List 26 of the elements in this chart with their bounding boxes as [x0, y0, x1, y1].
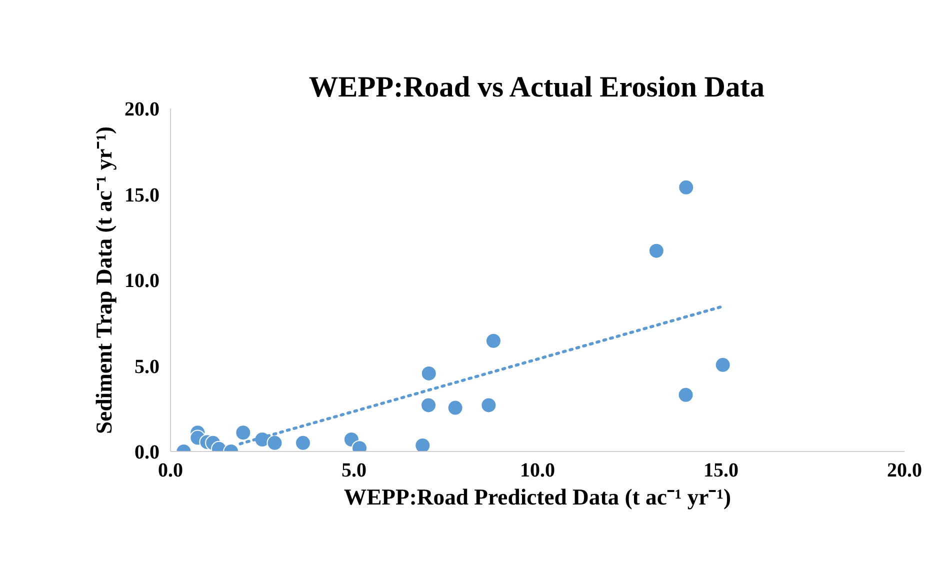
x-tick-label: 15.0: [704, 460, 738, 482]
y-axis-title: Sediment Trap Data (t ac⁻¹ yr⁻¹): [92, 126, 116, 434]
x-tick-label: 10.0: [520, 460, 555, 482]
point: [414, 438, 431, 452]
point: [235, 424, 252, 441]
point: [678, 179, 694, 196]
chart-title: WEPP:Road vs Actual Erosion Data: [308, 72, 765, 104]
point: [714, 356, 731, 373]
point: [420, 365, 437, 382]
x-tick-label: 0.0: [158, 460, 183, 482]
y-tick-label: 10.0: [124, 270, 160, 292]
x-tick-label: 20.0: [887, 460, 922, 482]
y-tick-label: 5.0: [134, 356, 160, 378]
y-tick-label: 15.0: [124, 184, 160, 206]
point: [485, 332, 502, 349]
point: [678, 386, 694, 403]
point: [480, 397, 497, 414]
x-axis-title: WEPP:Road Predicted Data (t ac⁻¹ yr⁻¹): [344, 484, 732, 510]
point: [447, 400, 464, 416]
point: [648, 242, 664, 259]
point: [266, 434, 283, 451]
y-tick-label: 20.0: [124, 98, 160, 120]
y-tick-label: 0.0: [134, 442, 160, 464]
x-tick-label: 5.0: [342, 460, 366, 482]
point: [420, 397, 436, 414]
point: [294, 434, 311, 451]
